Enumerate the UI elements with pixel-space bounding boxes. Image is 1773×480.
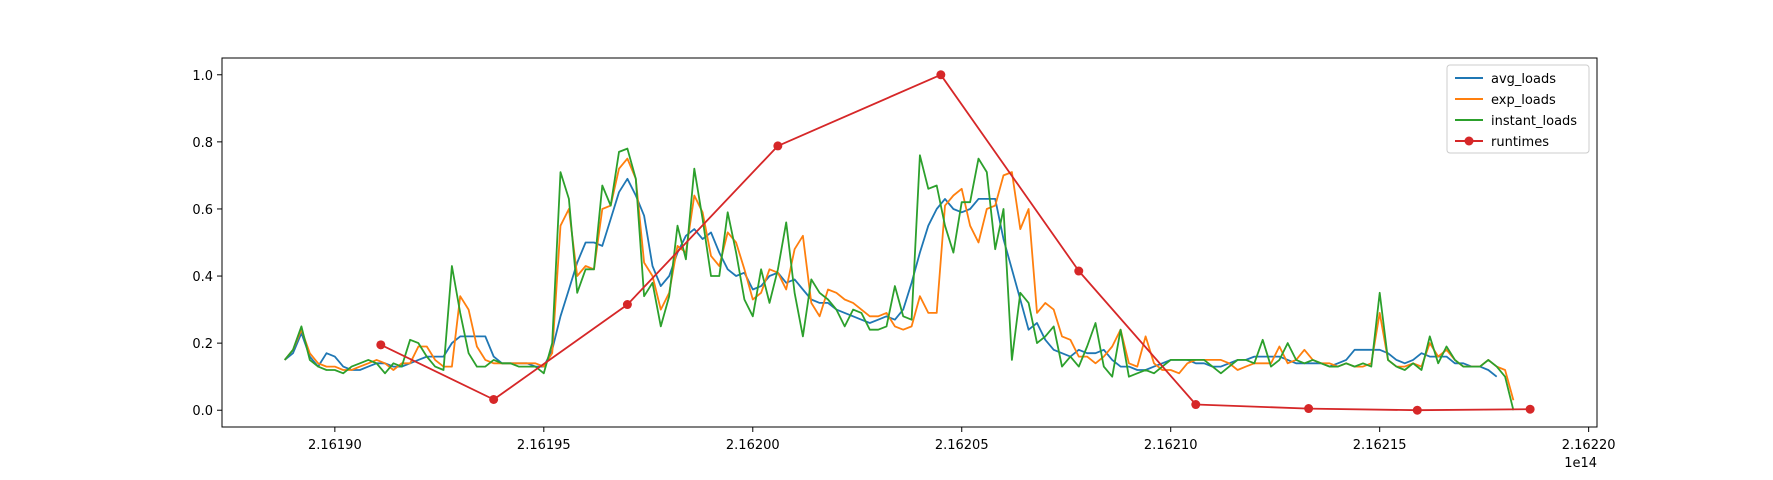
data-point-runtimes	[1525, 404, 1535, 414]
x-tick-label: 2.16190	[308, 438, 362, 453]
y-axis: 0.0 0.2 0.4 0.6 0.8 1.0	[192, 69, 222, 419]
data-point-runtimes	[1074, 266, 1084, 276]
legend: avg_loads exp_loads instant_loads runtimes	[1446, 64, 1590, 154]
legend-label-runtimes: runtimes	[1491, 135, 1549, 150]
x-tick-label: 2.16195	[517, 438, 571, 453]
series-line-instant_loads	[284, 147, 1515, 411]
plot-area-frame	[221, 57, 1598, 428]
x-tick-label: 2.16210	[1144, 438, 1198, 453]
y-tick-label: 1.0	[192, 69, 213, 84]
series-layer	[284, 70, 1535, 415]
x-axis: 2.16190 2.16195 2.16200 2.16205 2.16210 2.162…	[308, 427, 1616, 453]
data-point-runtimes	[489, 394, 499, 404]
legend-marker-runtimes	[1464, 136, 1474, 146]
x-axis-offset-label: 1e14	[1564, 456, 1597, 471]
data-point-runtimes	[1191, 400, 1201, 410]
x-tick-label: 2.16200	[726, 438, 780, 453]
y-tick-label: 0.4	[192, 270, 213, 285]
y-tick-label: 0.6	[192, 203, 213, 218]
data-point-runtimes	[1304, 404, 1314, 414]
series-line-exp_loads	[284, 157, 1515, 401]
y-tick-label: 0.0	[192, 404, 213, 419]
y-tick-label: 0.8	[192, 136, 213, 151]
data-point-runtimes	[1412, 405, 1422, 415]
y-tick-label: 0.2	[192, 337, 213, 352]
data-point-runtimes	[622, 300, 632, 310]
data-point-runtimes	[773, 141, 783, 151]
x-tick-label: 2.16215	[1353, 438, 1407, 453]
data-point-runtimes	[376, 340, 386, 350]
x-tick-label: 2.16220	[1562, 438, 1616, 453]
legend-box	[1446, 64, 1590, 154]
legend-label-instant_loads: instant_loads	[1491, 114, 1577, 129]
series-line-runtimes	[380, 73, 1531, 412]
x-tick-label: 2.16205	[935, 438, 989, 453]
data-point-runtimes	[936, 70, 946, 80]
legend-label-exp_loads: exp_loads	[1491, 93, 1556, 108]
legend-label-avg_loads: avg_loads	[1491, 72, 1556, 87]
